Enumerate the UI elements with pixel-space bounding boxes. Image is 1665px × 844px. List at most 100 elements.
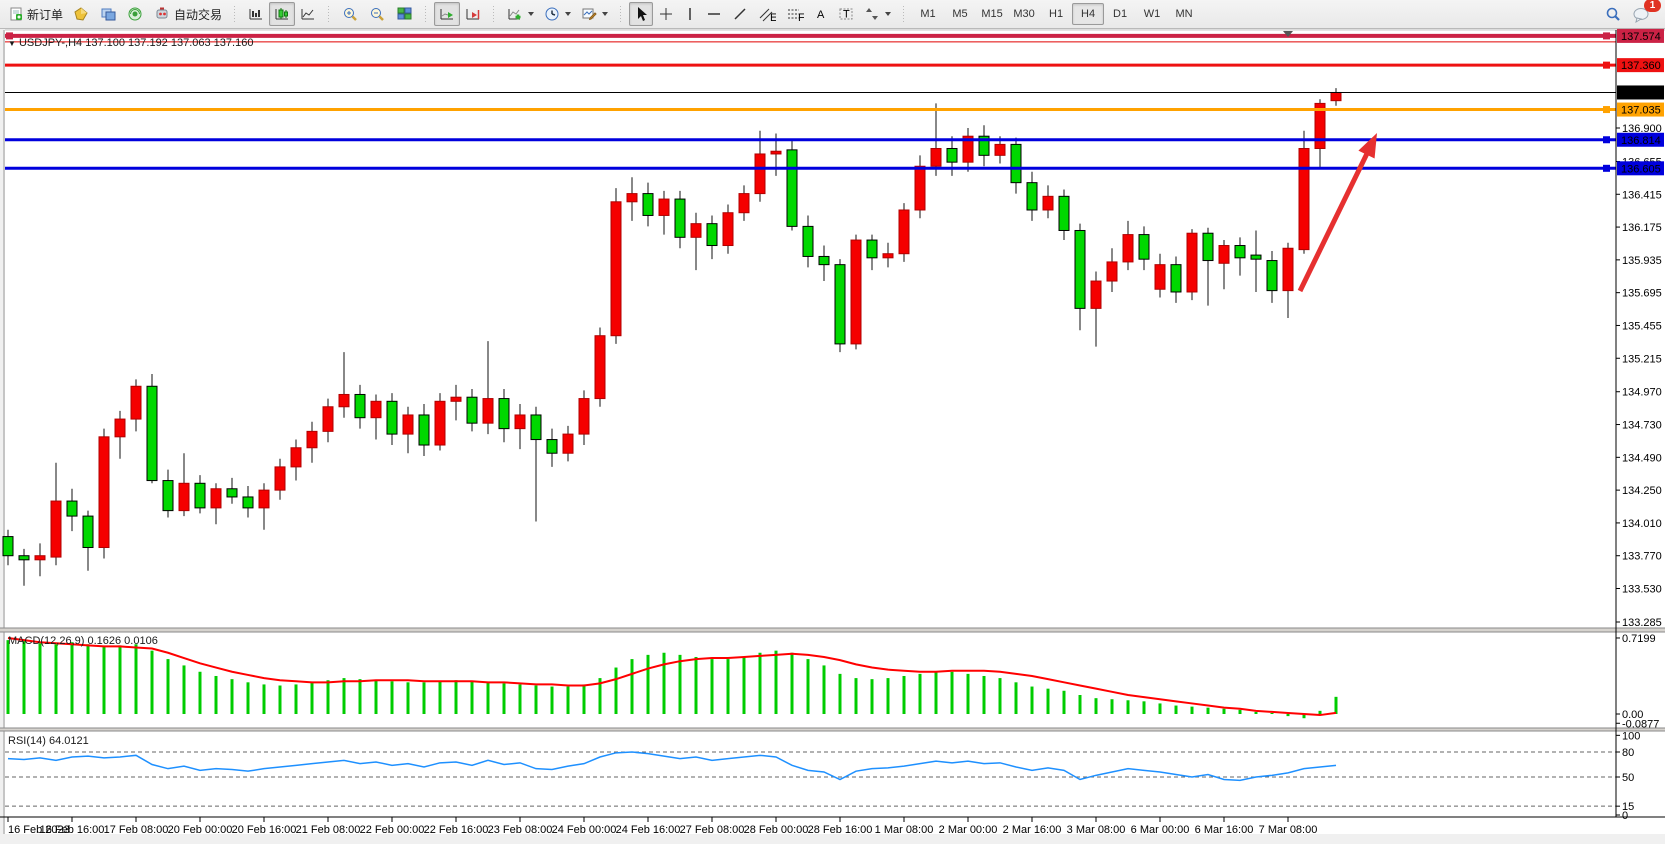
- time-tick-label: 21 Feb 08:00: [296, 824, 361, 835]
- tile-windows-button[interactable]: [391, 2, 418, 26]
- candle-body: [722, 212, 734, 247]
- time-tick-label: 20 Feb 00:00: [168, 824, 233, 835]
- line-chart-button[interactable]: [295, 2, 321, 26]
- arrows-tool-button[interactable]: [859, 2, 896, 26]
- chart-canvas[interactable]: 136.900136.655136.415136.175135.935135.6…: [0, 28, 1665, 835]
- one-click-trading-arrow[interactable]: ▼: [8, 39, 16, 48]
- text-tool-button[interactable]: A: [809, 2, 833, 26]
- channel-tool-button[interactable]: E: [753, 2, 781, 26]
- time-tick-label: 2 Mar 00:00: [939, 824, 998, 835]
- level-handle[interactable]: [1603, 106, 1610, 114]
- candle-body: [162, 480, 174, 512]
- toolbar-group-chart-type: [240, 1, 324, 27]
- timeframe-button-h4[interactable]: H4: [1072, 3, 1105, 25]
- time-tick-label: 23 Feb 08:00: [488, 824, 553, 835]
- rsi-tick-label: 100: [1622, 730, 1640, 742]
- timeframe-button-m5[interactable]: M5: [952, 8, 968, 20]
- charts-icon: [100, 6, 117, 22]
- toolbar-group-scroll: [431, 1, 489, 27]
- level-handle[interactable]: [6, 32, 13, 40]
- price-tick-label: 134.730: [1622, 420, 1662, 432]
- timeframe-button-mn[interactable]: MN: [1175, 8, 1193, 20]
- periods-button[interactable]: [539, 2, 576, 26]
- candle-body: [50, 500, 62, 558]
- toolbar-group-zoom: [334, 1, 421, 27]
- candle-body: [1042, 195, 1054, 211]
- metaeditor-icon: [73, 6, 90, 22]
- timeframe-button-m15[interactable]: M15: [981, 8, 1003, 20]
- svg-text:F: F: [798, 12, 804, 22]
- crosshair-tool-button[interactable]: [653, 2, 679, 26]
- chart-shift-marker[interactable]: [1283, 31, 1293, 37]
- chart-shift-button[interactable]: [460, 2, 486, 26]
- bar-chart-button[interactable]: [243, 2, 269, 26]
- rsi-tick-label: 0: [1622, 810, 1628, 822]
- time-tick-label: 3 Mar 08:00: [1067, 824, 1126, 835]
- candle-body: [466, 396, 478, 424]
- price-tick-label: 136.415: [1622, 189, 1662, 201]
- timeframe-button-h1[interactable]: H1: [1049, 8, 1064, 20]
- rsi-tick-label: 15: [1622, 801, 1634, 813]
- timeframe-button-d1[interactable]: D1: [1113, 8, 1128, 20]
- charts-button[interactable]: [95, 2, 122, 26]
- price-badge: [1617, 28, 1664, 43]
- chart-background: [5, 30, 1665, 834]
- candle-body: [626, 193, 638, 203]
- auto-trading-button[interactable]: 自动交易: [149, 2, 227, 26]
- candle-body: [690, 223, 702, 238]
- level-handle[interactable]: [1603, 136, 1610, 144]
- time-tick-label: 22 Feb 16:00: [424, 824, 489, 835]
- candle-body: [962, 135, 974, 163]
- horizontal-line-tool-button[interactable]: [701, 2, 727, 26]
- vertical-line-tool-button[interactable]: [679, 2, 701, 26]
- candle-body: [210, 488, 222, 509]
- cursor-tool-button[interactable]: [629, 2, 654, 26]
- price-badge: [1617, 102, 1664, 117]
- notifications-button[interactable]: 1: [1627, 0, 1661, 26]
- trend-arrow-head[interactable]: [1358, 133, 1377, 159]
- trendline-tool-button[interactable]: [727, 2, 753, 26]
- candle-body: [482, 398, 494, 424]
- level-handle[interactable]: [1603, 32, 1610, 40]
- zoom-out-button[interactable]: [364, 2, 391, 26]
- signals-button[interactable]: [122, 2, 149, 26]
- timeframe-button-w1[interactable]: W1: [1143, 8, 1161, 20]
- toolbar-group-drawing: E F A T: [626, 1, 899, 27]
- candle-body: [1106, 261, 1118, 282]
- auto-trading-label: 自动交易: [174, 7, 223, 22]
- panel-separator[interactable]: [0, 628, 1665, 632]
- templates-button[interactable]: [576, 2, 613, 26]
- level-handle[interactable]: [1603, 61, 1610, 69]
- candle-body: [530, 414, 542, 441]
- price-tick-label: 133.530: [1622, 584, 1662, 596]
- rsi-tick-label: 80: [1622, 747, 1634, 759]
- trend-arrow-line[interactable]: [1297, 148, 1372, 293]
- timeframe-button-m1[interactable]: M1: [920, 8, 936, 20]
- candle-body: [642, 193, 654, 216]
- new-order-button[interactable]: 新订单: [3, 2, 68, 26]
- candlestick-chart-button[interactable]: [269, 2, 296, 26]
- level-handle[interactable]: [1603, 164, 1610, 172]
- candle-body: [402, 414, 414, 435]
- auto-scroll-button[interactable]: [434, 2, 461, 26]
- candle-body: [834, 264, 846, 345]
- candle-body: [1090, 280, 1102, 309]
- zoom-in-button[interactable]: [337, 2, 364, 26]
- panel-separator[interactable]: [0, 728, 1665, 731]
- indicators-button[interactable]: [502, 2, 539, 26]
- price-badge-label: 137.360: [1621, 60, 1661, 72]
- candle-body: [914, 165, 926, 211]
- timeframe-button-m30[interactable]: M30: [1013, 8, 1035, 20]
- candle-body: [786, 149, 798, 227]
- rsi-label: RSI(14) 64.0121: [8, 735, 89, 747]
- candle-body: [1010, 143, 1022, 184]
- candle-body: [1186, 232, 1198, 293]
- time-tick-label: 24 Feb 16:00: [616, 824, 681, 835]
- fibonacci-tool-button[interactable]: F: [781, 2, 809, 26]
- time-tick-label: 22 Feb 00:00: [360, 824, 425, 835]
- price-tick-label: 136.175: [1622, 222, 1662, 234]
- text-label-tool-button[interactable]: T: [833, 2, 859, 26]
- search-button[interactable]: [1599, 2, 1627, 26]
- toolbar-grip: [233, 5, 238, 23]
- metaeditor-button[interactable]: [68, 2, 95, 26]
